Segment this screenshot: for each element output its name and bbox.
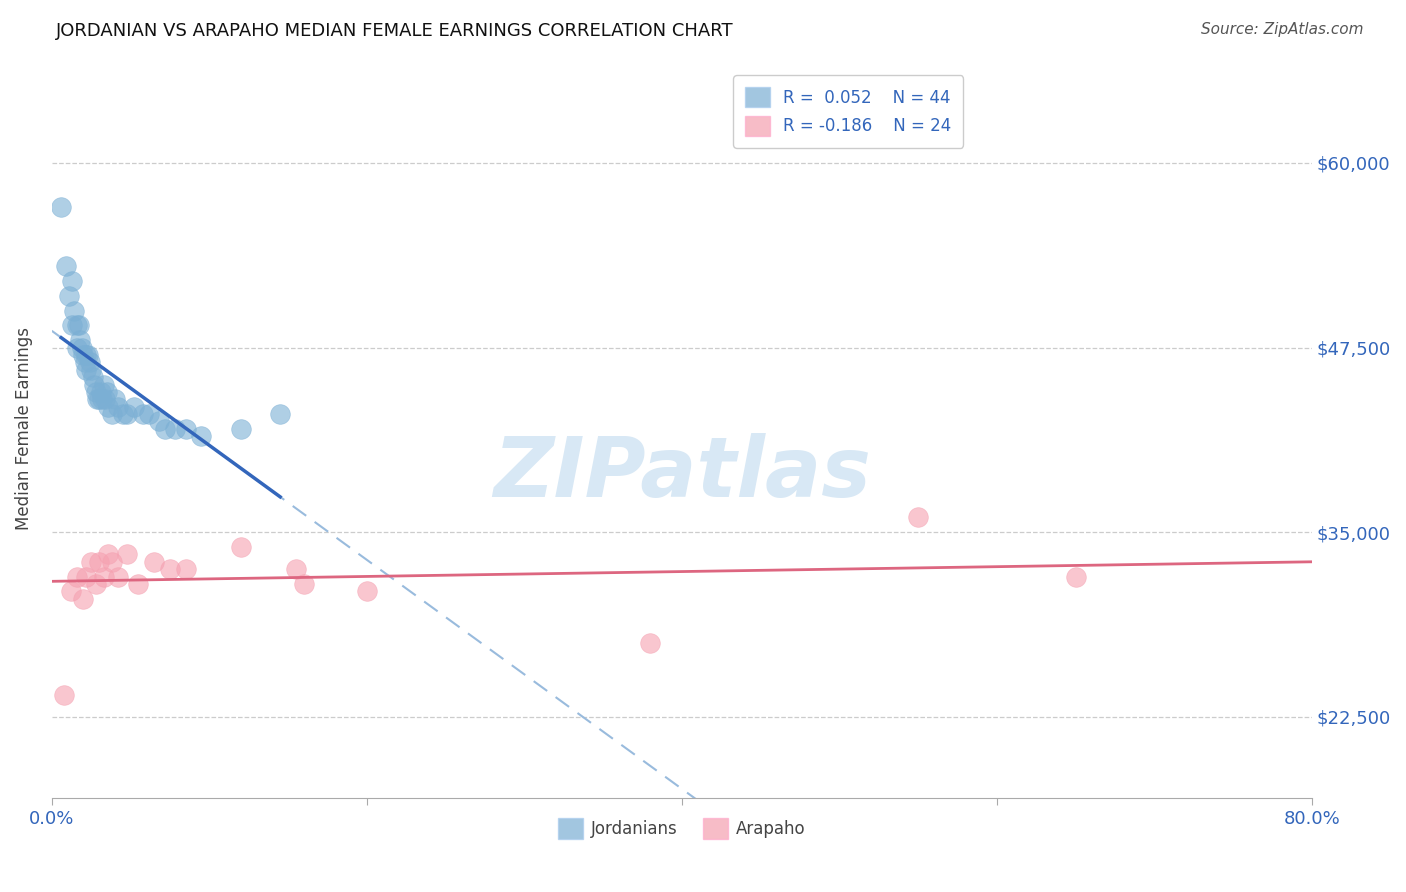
Point — [53, 688, 76, 702]
Point — [82, 370, 104, 384]
Point — [70, 341, 93, 355]
Point — [75, 569, 97, 583]
Point — [174, 422, 197, 436]
Point — [80, 363, 103, 377]
Point — [100, 407, 122, 421]
Point — [292, 577, 315, 591]
Point — [356, 584, 378, 599]
Point — [107, 569, 129, 583]
Point — [90, 384, 112, 399]
Text: JORDANIAN VS ARAPAHO MEDIAN FEMALE EARNINGS CORRELATION CHART: JORDANIAN VS ARAPAHO MEDIAN FEMALE EARNI… — [56, 22, 734, 40]
Point — [67, 318, 90, 333]
Point — [94, 392, 117, 407]
Point — [148, 415, 170, 429]
Point — [132, 407, 155, 421]
Point — [229, 422, 252, 436]
Point — [69, 333, 91, 347]
Point — [84, 577, 107, 591]
Point — [190, 429, 212, 443]
Point — [97, 400, 120, 414]
Point — [907, 510, 929, 524]
Point — [96, 384, 118, 399]
Point — [60, 318, 83, 333]
Point — [1064, 569, 1087, 583]
Legend: Jordanians, Arapaho: Jordanians, Arapaho — [551, 812, 813, 846]
Point — [117, 548, 139, 562]
Point — [72, 591, 94, 606]
Point — [55, 260, 77, 274]
Point — [77, 348, 100, 362]
Point — [138, 407, 160, 421]
Point — [111, 407, 134, 421]
Point — [174, 562, 197, 576]
Point — [159, 562, 181, 576]
Point — [104, 392, 127, 407]
Point — [60, 274, 83, 288]
Point — [66, 569, 89, 583]
Y-axis label: Median Female Earnings: Median Female Earnings — [15, 327, 32, 531]
Point — [58, 289, 80, 303]
Point — [75, 348, 97, 362]
Point — [87, 555, 110, 569]
Point — [86, 392, 108, 407]
Text: Source: ZipAtlas.com: Source: ZipAtlas.com — [1201, 22, 1364, 37]
Point — [91, 392, 114, 407]
Point — [66, 341, 89, 355]
Point — [640, 636, 662, 650]
Point — [117, 407, 139, 421]
Point — [122, 400, 145, 414]
Point — [97, 548, 120, 562]
Point — [107, 400, 129, 414]
Point — [79, 355, 101, 369]
Point — [87, 392, 110, 407]
Point — [143, 555, 166, 569]
Point — [269, 407, 291, 421]
Point — [80, 555, 103, 569]
Point — [66, 318, 89, 333]
Point — [284, 562, 307, 576]
Point — [75, 363, 97, 377]
Point — [93, 377, 115, 392]
Point — [93, 569, 115, 583]
Text: ZIPatlas: ZIPatlas — [494, 433, 870, 514]
Point — [62, 303, 84, 318]
Point — [84, 384, 107, 399]
Point — [83, 377, 105, 392]
Point — [72, 348, 94, 362]
Point — [59, 584, 82, 599]
Point — [100, 555, 122, 569]
Point — [229, 540, 252, 554]
Point — [163, 422, 186, 436]
Point — [127, 577, 149, 591]
Point — [73, 355, 96, 369]
Point — [153, 422, 176, 436]
Point — [51, 200, 73, 214]
